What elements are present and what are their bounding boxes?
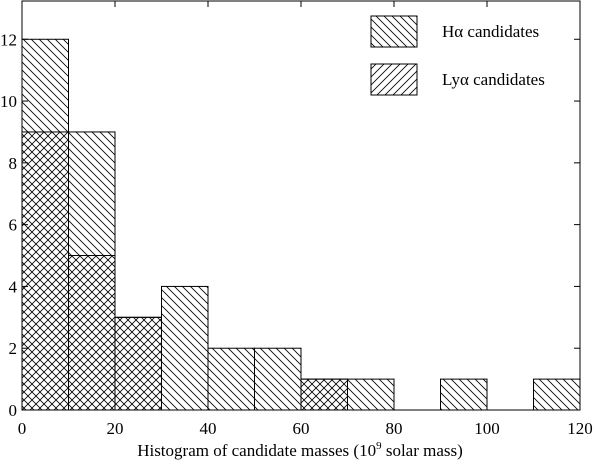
x-axis-title: Histogram of candidate masses (109 solar… — [137, 440, 463, 460]
lya-bar-0 — [21, 131, 69, 411]
x-tick-label-20: 20 — [107, 419, 124, 438]
y-tick-label-2: 2 — [9, 339, 18, 358]
y-tick-label-10: 10 — [0, 92, 17, 111]
x-tick-label-100: 100 — [474, 419, 500, 438]
y-tick-label-0: 0 — [9, 401, 18, 420]
y-tick-label-12: 12 — [0, 30, 17, 49]
lya-bar-10 — [68, 255, 116, 411]
x-tick-label-0: 0 — [18, 419, 27, 438]
x-tick-label-40: 40 — [200, 419, 217, 438]
legend-swatch-lya — [370, 63, 418, 96]
legend-label-halpha: Hα candidates — [442, 22, 539, 41]
x-tick-label-60: 60 — [293, 419, 310, 438]
legend-label-lya: Lyα candidates — [442, 70, 545, 89]
y-tick-label-8: 8 — [9, 154, 18, 173]
legend-swatch-halpha — [370, 15, 418, 48]
lya-bars — [21, 131, 348, 411]
x-axis-title-superscript: 9 — [376, 440, 382, 452]
y-tick-label-4: 4 — [9, 277, 18, 296]
x-axis-title-main: Histogram of candidate masses (10 — [137, 441, 376, 460]
lya-bar-20 — [114, 316, 162, 411]
axis-ticks — [21, 1, 581, 411]
halpha-bar-90 — [440, 378, 488, 411]
halpha-bar-50 — [254, 347, 302, 411]
halpha-bar-30 — [161, 285, 209, 411]
legend: Hα candidates Lyα candidates — [370, 15, 545, 96]
x-tick-label-120: 120 — [567, 419, 593, 438]
x-tick-label-80: 80 — [386, 419, 403, 438]
y-tick-label-6: 6 — [9, 216, 18, 235]
halpha-bar-40 — [207, 347, 255, 411]
lya-bar-60 — [300, 378, 348, 411]
axis-tick-labels: 0 20 40 60 80 100 120 0 2 4 6 8 10 12 — [0, 30, 593, 438]
x-axis-title-suffix: solar mass) — [382, 441, 463, 460]
halpha-bar-110 — [533, 378, 581, 411]
halpha-bar-70 — [347, 378, 395, 411]
